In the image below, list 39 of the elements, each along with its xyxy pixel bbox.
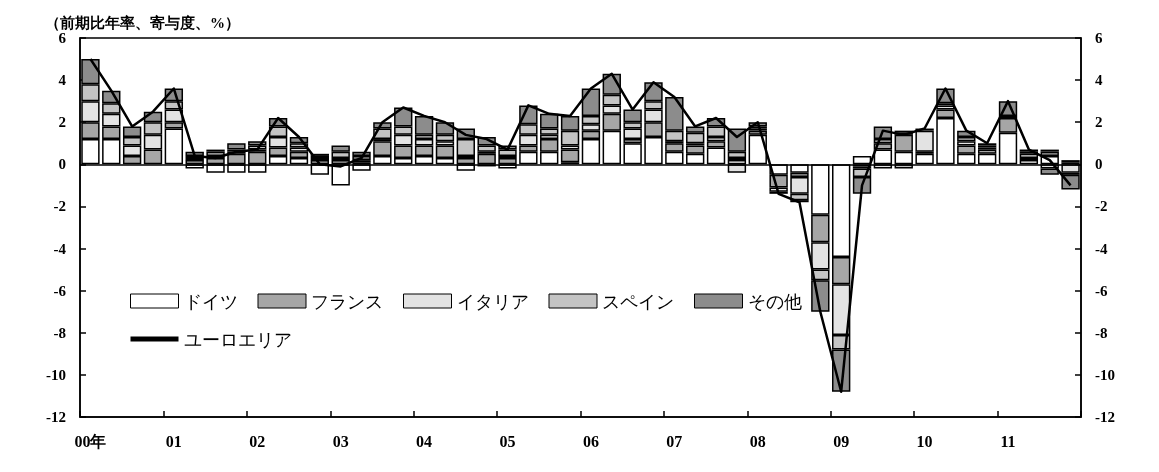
x-tick-label: 08 xyxy=(749,432,766,450)
x-tick-label: 07 xyxy=(666,432,683,450)
y2-tick-label: 6 xyxy=(1095,30,1103,46)
x-tick-label: 00年 xyxy=(74,432,107,450)
y-tick-label: -10 xyxy=(46,366,66,383)
y2-tick-label: 0 xyxy=(1095,156,1103,173)
y-axis-title: （前期比年率、寄与度、%） xyxy=(45,13,240,31)
x-tick-label: 06 xyxy=(582,432,599,450)
x-tick-label: 01 xyxy=(165,432,182,450)
y-tick-label: -6 xyxy=(53,282,67,299)
y-tick-label: -12 xyxy=(46,409,66,425)
y-tick-label: 6 xyxy=(58,30,67,46)
y2-tick-label: 4 xyxy=(1095,72,1103,89)
y2-tick-label: -2 xyxy=(1095,198,1108,215)
x-tick-label: 02 xyxy=(249,432,266,450)
y2-tick-label: -8 xyxy=(1095,324,1108,341)
legend-label: ユーロエリア xyxy=(183,328,292,350)
y-tick-label: 0 xyxy=(58,156,66,173)
x-tick-label: 09 xyxy=(833,432,850,450)
x-tick-label: 11 xyxy=(1000,432,1016,450)
y-tick-label: 4 xyxy=(58,72,67,89)
x-tick-label: 04 xyxy=(416,432,433,450)
x-tick-label: 03 xyxy=(332,432,349,450)
x-tick-label: 10 xyxy=(916,432,933,450)
legend-label: その他 xyxy=(747,290,802,312)
y2-tick-label: -12 xyxy=(1095,409,1115,425)
y-tick-label: -4 xyxy=(53,240,67,257)
y2-tick-label: -6 xyxy=(1095,282,1108,299)
y-tick-label: 2 xyxy=(58,114,66,131)
legend-label: ドイツ xyxy=(183,290,238,312)
x-tick-label: 05 xyxy=(499,432,516,450)
y2-tick-label: -10 xyxy=(1095,366,1115,383)
legend-label: スペイン xyxy=(602,290,674,312)
y-tick-label: -8 xyxy=(53,324,66,341)
y2-tick-label: -4 xyxy=(1095,240,1108,257)
y2-tick-label: 2 xyxy=(1095,114,1103,131)
y-tick-label: -2 xyxy=(53,198,66,215)
legend-label: フランス xyxy=(311,290,383,312)
legend-label: イタリア xyxy=(456,290,529,312)
